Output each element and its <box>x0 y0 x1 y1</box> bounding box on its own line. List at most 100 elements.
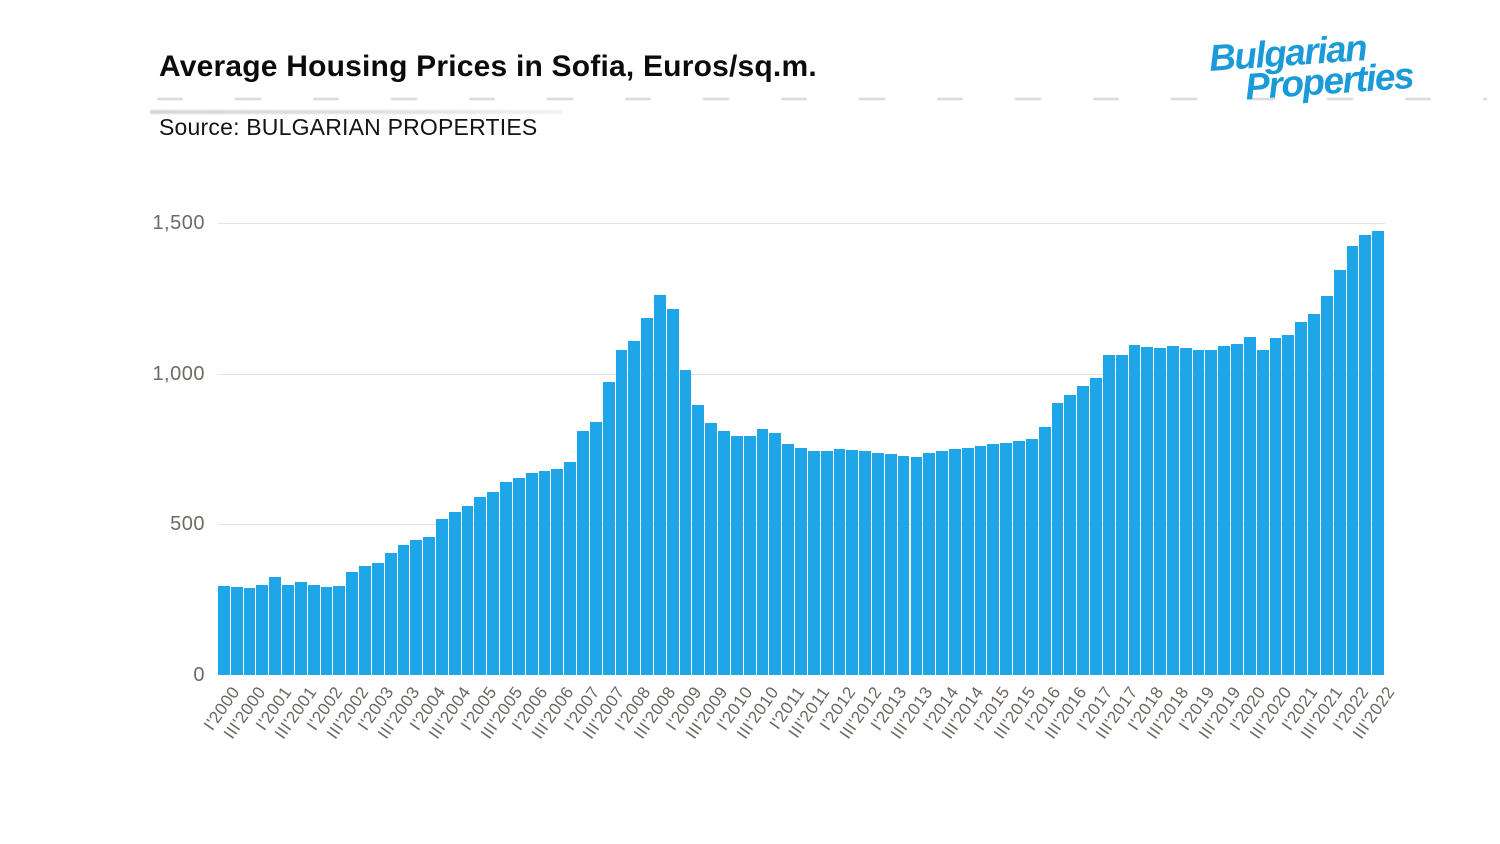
bar-III'2012 <box>859 451 872 675</box>
bar-IV'2017 <box>1128 344 1141 675</box>
bar-II'2018 <box>1154 347 1166 675</box>
gridline-1000 <box>218 373 1385 375</box>
bar-III'2003 <box>397 544 410 675</box>
bar-II'2005 <box>487 491 500 675</box>
bar-II'2014 <box>948 449 961 675</box>
bar-III'2010 <box>756 429 769 675</box>
bar-II'2006 <box>538 471 551 675</box>
bar-II'2004 <box>436 519 448 675</box>
bar-II'2009 <box>692 404 705 675</box>
bar-I'2012 <box>833 449 846 675</box>
ghost-underline-artifact <box>157 98 1487 100</box>
bar-III'2019 <box>1218 346 1231 675</box>
bar-IV'2012 <box>872 453 884 675</box>
y-tick-label: 0 <box>193 664 205 686</box>
bar-I'2008 <box>628 341 641 675</box>
bar-I'2003 <box>371 563 384 675</box>
bar-III'2007 <box>602 381 615 675</box>
bar-I'2015 <box>987 444 1000 675</box>
bar-I'2013 <box>884 453 897 675</box>
bar-III'2000 <box>243 587 256 675</box>
bar-II'2019 <box>1205 350 1218 675</box>
bar-III'2022 <box>1372 230 1384 675</box>
bar-I'2019 <box>1192 349 1205 675</box>
bar-III'2020 <box>1269 338 1282 675</box>
bar-III'2021 <box>1320 295 1333 675</box>
bar-II'2001 <box>282 584 294 675</box>
bar-IV'2010 <box>769 433 782 675</box>
bar-IV'2002 <box>359 565 371 675</box>
bar-II'2008 <box>641 318 653 675</box>
bar-IV'2008 <box>666 309 679 675</box>
bar-IV'2003 <box>410 540 423 675</box>
bar-III'2018 <box>1166 346 1179 675</box>
bar-I'2007 <box>577 430 589 675</box>
bar-IV'2018 <box>1179 348 1192 675</box>
bar-IV'2000 <box>256 584 269 675</box>
chart-title: Average Housing Prices in Sofia, Euros/s… <box>159 50 817 83</box>
bar-III'2002 <box>346 571 359 675</box>
bar-I'2010 <box>730 435 743 675</box>
bar-IV'2009 <box>718 430 730 675</box>
bar-III'2006 <box>551 469 564 675</box>
bar-I'2001 <box>269 577 282 675</box>
bar-III'2016 <box>1064 394 1077 675</box>
bar-II'2022 <box>1359 234 1372 675</box>
bar-III'2001 <box>294 581 307 675</box>
bar-I'2002 <box>320 586 333 675</box>
bar-I'2017 <box>1090 378 1102 675</box>
bar-III'2009 <box>705 423 718 675</box>
bar-II'2000 <box>230 586 243 675</box>
bar-III'2017 <box>1115 354 1128 675</box>
gridline-1500 <box>218 223 1385 224</box>
bar-I'2022 <box>1346 245 1359 675</box>
bar-II'2013 <box>897 455 910 675</box>
bar-III'2013 <box>910 457 923 675</box>
bar-II'2002 <box>333 585 346 675</box>
bar-I'2005 <box>474 496 487 675</box>
y-tick-label: 500 <box>170 513 205 536</box>
bar-IV'2014 <box>974 445 987 675</box>
bar-II'2012 <box>846 449 859 675</box>
bar-I'2006 <box>525 472 538 675</box>
bar-II'2021 <box>1308 313 1320 675</box>
bar-I'2020 <box>1243 336 1256 675</box>
bar-I'2016 <box>1038 427 1051 675</box>
bar-IV'2007 <box>615 349 628 675</box>
bar-IV'2021 <box>1333 269 1346 675</box>
bar-II'2007 <box>589 421 602 675</box>
bar-II'2011 <box>795 448 807 675</box>
bar-IV'2020 <box>1282 335 1295 675</box>
bar-II'2017 <box>1102 354 1115 675</box>
y-tick-label: 1,000 <box>152 362 205 385</box>
bar-III'2004 <box>448 511 461 675</box>
bar-IV'2004 <box>461 506 474 675</box>
bar-III'2015 <box>1013 440 1025 675</box>
plot-area <box>218 223 1385 675</box>
bar-II'2003 <box>384 552 397 675</box>
bar-IV'2005 <box>512 477 525 675</box>
bar-III'2014 <box>961 447 974 675</box>
bar-I'2004 <box>423 537 435 675</box>
bar-IV'2013 <box>923 453 936 675</box>
bar-I'2011 <box>782 444 795 675</box>
bar-IV'2015 <box>1025 438 1038 675</box>
bar-I'2009 <box>679 369 692 675</box>
bar-I'2021 <box>1295 322 1308 675</box>
bar-IV'2019 <box>1231 344 1243 675</box>
bar-I'2014 <box>936 451 948 675</box>
y-tick-label: 1,500 <box>152 212 205 234</box>
ghost-highlight-artifact <box>150 110 562 114</box>
bar-III'2011 <box>807 450 820 675</box>
bar-II'2010 <box>743 435 756 675</box>
bar-III'2005 <box>500 481 512 675</box>
bar-II'2015 <box>1000 442 1013 675</box>
bar-III'2008 <box>654 294 666 675</box>
bar-I'2000 <box>218 585 230 675</box>
bar-IV'2011 <box>820 451 833 675</box>
bar-I'2018 <box>1141 346 1154 675</box>
bar-IV'2001 <box>307 584 320 675</box>
bar-IV'2006 <box>564 461 577 675</box>
